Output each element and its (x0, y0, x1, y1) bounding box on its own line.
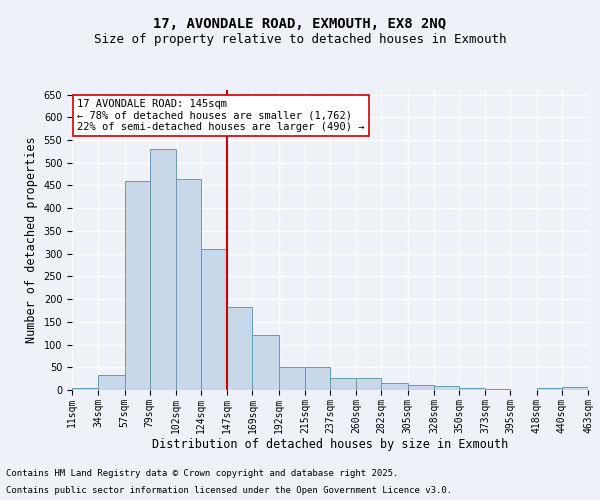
Bar (382, 383, 407, 390)
Bar (407, 384, 434, 390)
Y-axis label: Number of detached properties: Number of detached properties (25, 136, 38, 344)
Bar (485, 389, 511, 390)
Bar (125, 181, 149, 390)
Text: Contains HM Land Registry data © Crown copyright and database right 2025.: Contains HM Land Registry data © Crown c… (6, 468, 398, 477)
Bar (356, 378, 382, 390)
Bar (253, 336, 278, 390)
Bar (434, 386, 459, 390)
Text: Contains public sector information licensed under the Open Government Licence v3: Contains public sector information licen… (6, 486, 452, 495)
Bar (201, 249, 227, 390)
Bar (278, 368, 305, 390)
Bar (305, 368, 330, 390)
Bar (536, 388, 562, 390)
X-axis label: Distribution of detached houses by size in Exmouth: Distribution of detached houses by size … (152, 438, 508, 452)
Bar (98, 375, 125, 390)
Text: Size of property relative to detached houses in Exmouth: Size of property relative to detached ho… (94, 32, 506, 46)
Bar (72, 388, 98, 390)
Bar (588, 389, 600, 390)
Bar (227, 307, 253, 390)
Text: 17 AVONDALE ROAD: 145sqm
← 78% of detached houses are smaller (1,762)
22% of sem: 17 AVONDALE ROAD: 145sqm ← 78% of detach… (77, 99, 365, 132)
Bar (176, 178, 201, 390)
Bar (459, 388, 485, 390)
Bar (149, 149, 176, 390)
Bar (562, 387, 588, 390)
Bar (330, 378, 356, 390)
Text: 17, AVONDALE ROAD, EXMOUTH, EX8 2NQ: 17, AVONDALE ROAD, EXMOUTH, EX8 2NQ (154, 18, 446, 32)
